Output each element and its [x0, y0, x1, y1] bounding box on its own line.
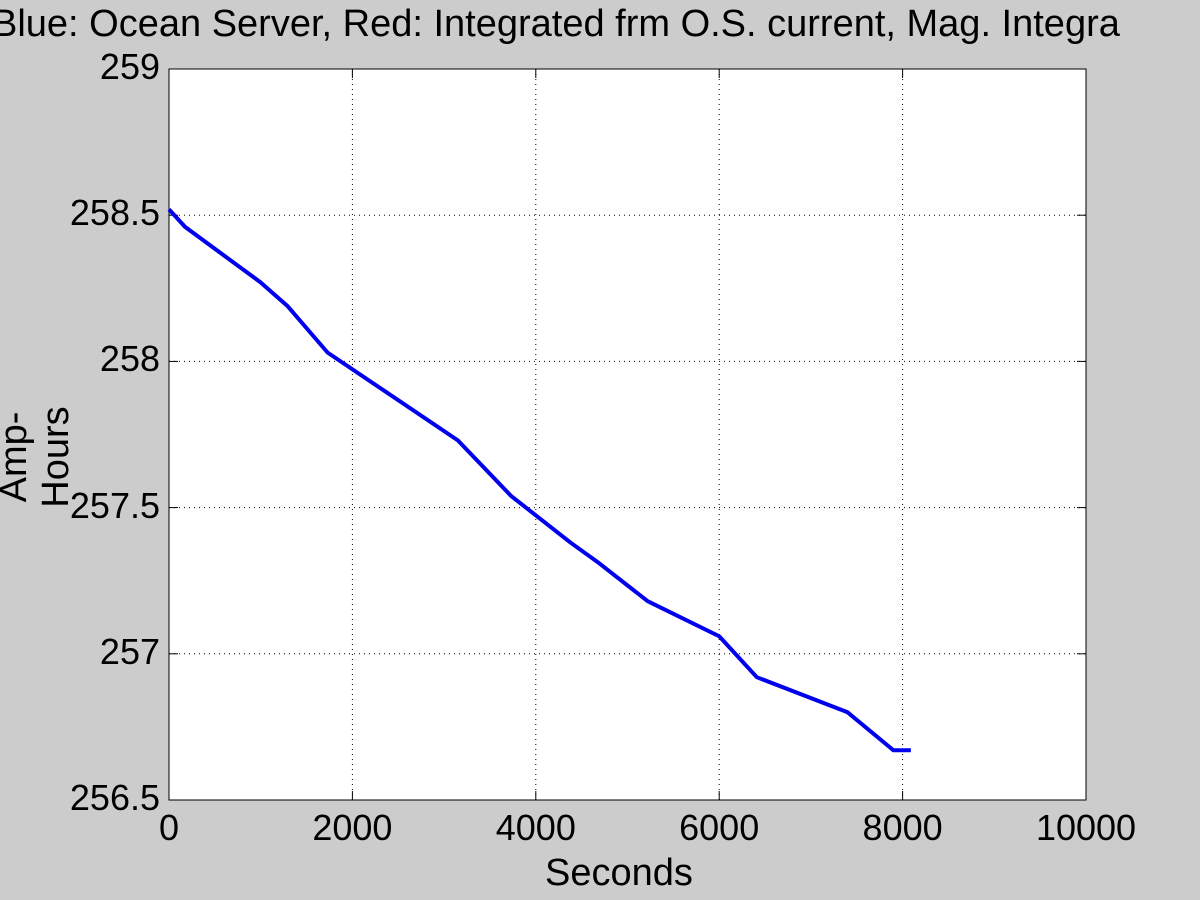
x-tick-label: 10000 [1035, 807, 1137, 848]
y-tick-label: 257.5 [69, 484, 160, 526]
x-tick-label: 8000 [862, 807, 943, 848]
y-tick-label: 257 [99, 630, 160, 672]
series-line-ocean-server [167, 208, 911, 753]
x-tick-label: 2000 [312, 807, 393, 848]
y-tick-label: 258 [99, 338, 160, 380]
chart-title: Blue: Ocean Server, Red: Integrated frm … [0, 3, 1120, 45]
x-tick-label: 4000 [495, 807, 576, 848]
y-tick-label: 256.5 [69, 777, 160, 818]
x-axis-label: Seconds [545, 852, 693, 894]
gridlines [169, 69, 1086, 800]
axes-background [169, 69, 1086, 800]
y-axis-label: Amp-Hours [0, 406, 77, 508]
y-tick-label: 258.5 [69, 192, 160, 234]
x-tick-label: 6000 [679, 807, 760, 848]
y-tick-label: 259 [99, 46, 160, 87]
x-tick-label: 0 [158, 807, 180, 848]
axes-box [168, 68, 1087, 801]
